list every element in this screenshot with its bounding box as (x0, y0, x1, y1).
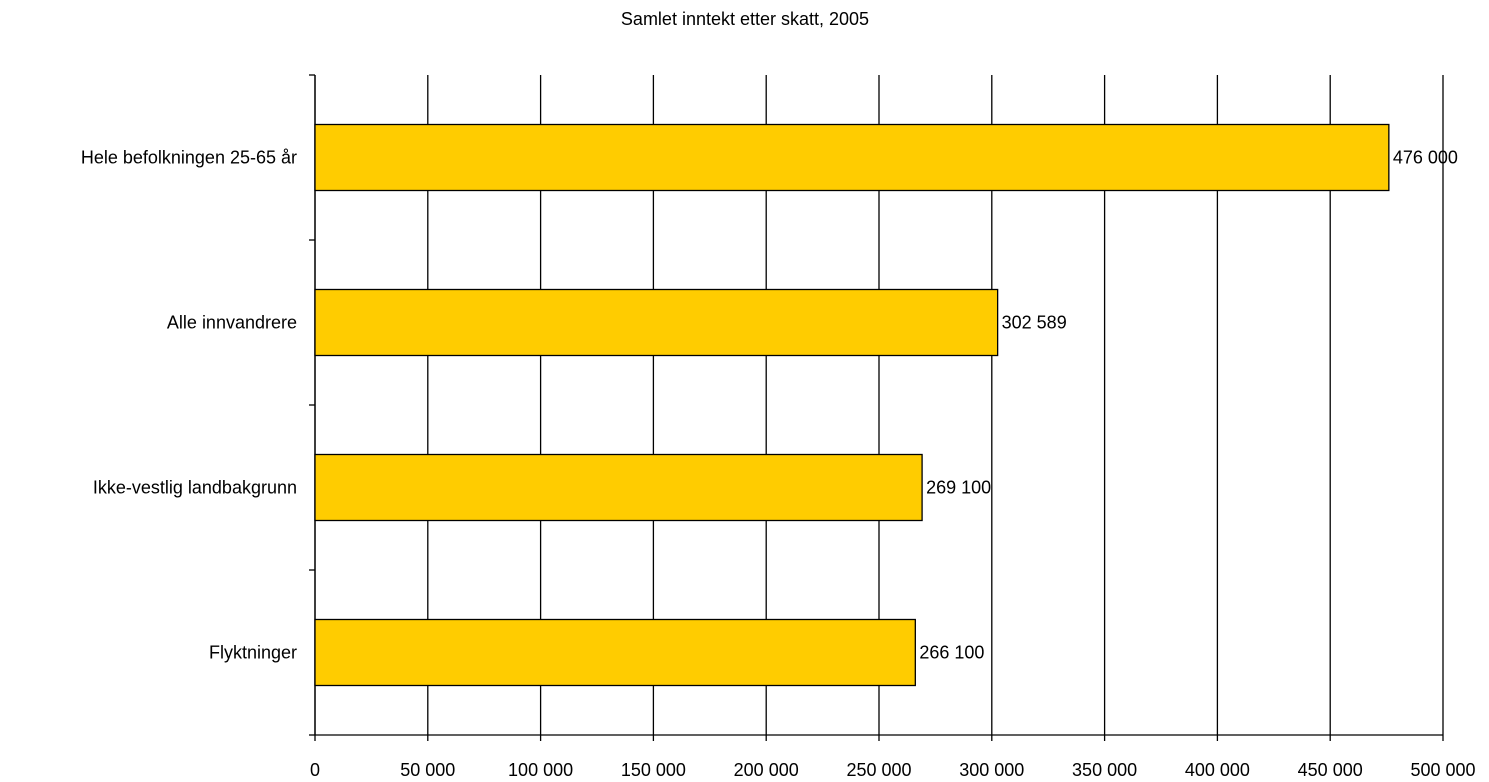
x-tick-label: 300 000 (959, 760, 1024, 780)
value-label: 269 100 (926, 477, 991, 497)
x-tick-label: 500 000 (1410, 760, 1475, 780)
y-tick-label: Flyktninger (209, 642, 297, 662)
chart-title: Samlet inntekt etter skatt, 2005 (621, 9, 869, 29)
value-label: 266 100 (919, 642, 984, 662)
bar (314, 453, 923, 522)
x-tick-label: 200 000 (734, 760, 799, 780)
bar (314, 288, 999, 357)
y-tick-label: Alle innvandrere (167, 312, 297, 332)
bar (314, 618, 916, 687)
bar (314, 123, 1390, 192)
x-tick-label: 350 000 (1072, 760, 1137, 780)
value-label: 476 000 (1393, 147, 1458, 167)
x-tick-label: 50 000 (400, 760, 455, 780)
x-tick-label: 150 000 (621, 760, 686, 780)
y-tick-label: Hele befolkningen 25-65 år (81, 147, 297, 167)
y-tick-label: Ikke-vestlig landbakgrunn (93, 477, 297, 497)
x-tick-label: 400 000 (1185, 760, 1250, 780)
x-tick-label: 0 (310, 760, 320, 780)
value-label: 302 589 (1002, 312, 1067, 332)
x-tick-label: 250 000 (846, 760, 911, 780)
x-tick-label: 100 000 (508, 760, 573, 780)
x-tick-label: 450 000 (1298, 760, 1363, 780)
